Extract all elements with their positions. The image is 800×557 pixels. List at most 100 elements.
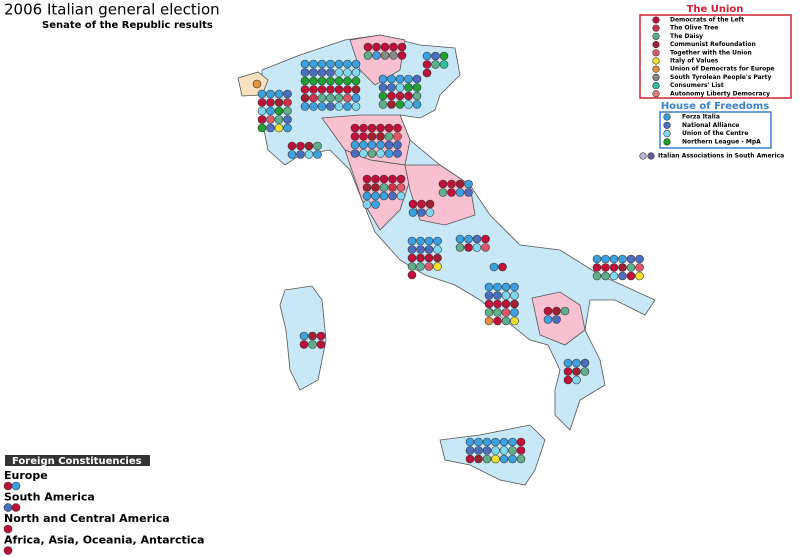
- seat-dot: [371, 183, 380, 192]
- seat-dot: [388, 174, 397, 184]
- seat-dot: [508, 454, 517, 464]
- foreign-bar: [5, 455, 150, 466]
- seat-dot: [639, 152, 647, 160]
- seat-dot: [543, 315, 553, 324]
- area-label: South America: [4, 491, 95, 504]
- seat-dot: [363, 51, 373, 60]
- seat-dot: [317, 93, 327, 103]
- seat-dot: [404, 100, 413, 109]
- seat-dot: [601, 271, 610, 281]
- seat-dot: [601, 263, 610, 272]
- seat-dot: [350, 140, 360, 150]
- seat-dot: [11, 503, 21, 512]
- seat-dot: [416, 236, 425, 246]
- seat-dot: [510, 316, 519, 326]
- seat-dot: [309, 68, 318, 77]
- seat-dot: [424, 262, 434, 271]
- legend-label: Northern League - MpA: [682, 138, 761, 145]
- seat-dot: [326, 102, 335, 111]
- seat-dot: [482, 437, 492, 447]
- seat-dot: [663, 121, 671, 129]
- seat-dot: [389, 51, 398, 60]
- seat-dot: [334, 102, 344, 111]
- legend-label: Communist Refoundation: [670, 41, 756, 48]
- seat-dot: [343, 85, 352, 94]
- seat-dot: [367, 149, 377, 158]
- seat-dot: [618, 271, 627, 281]
- seat-dot: [317, 76, 327, 86]
- seat-dot: [380, 51, 390, 60]
- seat-dot: [510, 291, 519, 300]
- seat-dot: [417, 199, 426, 209]
- seat-dot: [371, 191, 380, 201]
- seat-dot: [552, 306, 561, 316]
- seat-dot: [652, 24, 660, 32]
- seat-dot: [493, 282, 502, 292]
- seat-dot: [464, 234, 473, 244]
- seat-dot: [404, 83, 413, 92]
- legend-label: Democrats of the Left: [670, 17, 744, 24]
- seat-dot: [431, 60, 440, 69]
- area-label: Europe: [4, 469, 48, 482]
- seat-dot: [326, 68, 335, 77]
- seat-dot: [376, 149, 385, 158]
- seat-dot: [501, 316, 511, 326]
- seat-dot: [465, 454, 475, 464]
- seat-dot: [283, 123, 292, 133]
- seat-dot: [482, 454, 492, 464]
- seat-dot: [257, 106, 267, 116]
- seat-dot: [334, 68, 344, 77]
- legend-label: National Alliance: [682, 122, 739, 129]
- seat-dot: [484, 291, 494, 300]
- seat-dot: [439, 51, 449, 61]
- seat-dot: [395, 91, 405, 101]
- seat-dot: [393, 132, 402, 141]
- seat-dot: [300, 76, 310, 86]
- seat-dot: [499, 437, 509, 447]
- seat-dot: [493, 299, 502, 309]
- seat-dot: [283, 89, 292, 99]
- legend-label: Consumers' List: [670, 82, 724, 89]
- seat-dot: [618, 263, 627, 272]
- seat-dot: [635, 263, 644, 272]
- seat-dot: [395, 74, 405, 84]
- seat-dot: [317, 59, 327, 69]
- seat-dot: [552, 315, 561, 324]
- seat-dot: [404, 91, 413, 101]
- seat-dot: [313, 141, 322, 151]
- seat-dot: [363, 42, 373, 52]
- seat-dot: [499, 454, 509, 464]
- seat-dot: [491, 437, 500, 447]
- legend-label: Forza Italia: [682, 114, 720, 121]
- seat-dot: [472, 243, 482, 252]
- seat-dot: [516, 454, 526, 464]
- legend-label: The Daisy: [670, 33, 703, 40]
- union-box: [639, 14, 792, 99]
- seat-dot: [313, 150, 322, 159]
- seat-dot: [455, 179, 465, 189]
- seat-dot: [299, 331, 309, 341]
- seat-dot: [359, 132, 368, 141]
- foreign-list: Europe South America North and Central Ame…: [3, 469, 204, 555]
- seat-dot: [309, 93, 318, 103]
- freedoms-title: House of Freedoms: [661, 101, 769, 112]
- seat-dot: [652, 49, 660, 57]
- seat-dot: [376, 123, 385, 133]
- seat-dot: [516, 437, 526, 447]
- seat-dot: [433, 262, 442, 271]
- seat-dot: [397, 51, 407, 60]
- seat-dot: [563, 367, 573, 376]
- seat-dot: [266, 98, 275, 107]
- seat-dot: [283, 115, 292, 124]
- seat-dot: [274, 98, 284, 107]
- seat-dot: [317, 102, 327, 111]
- seat-dot: [351, 59, 361, 69]
- seat-dot: [493, 291, 502, 300]
- seat-dot: [499, 446, 509, 455]
- seat-dot: [334, 93, 344, 103]
- seat-dot: [389, 42, 398, 52]
- seat-dot: [300, 93, 310, 103]
- seat-dot: [334, 76, 344, 86]
- seat-dot: [472, 234, 482, 244]
- seat-dot: [371, 200, 380, 209]
